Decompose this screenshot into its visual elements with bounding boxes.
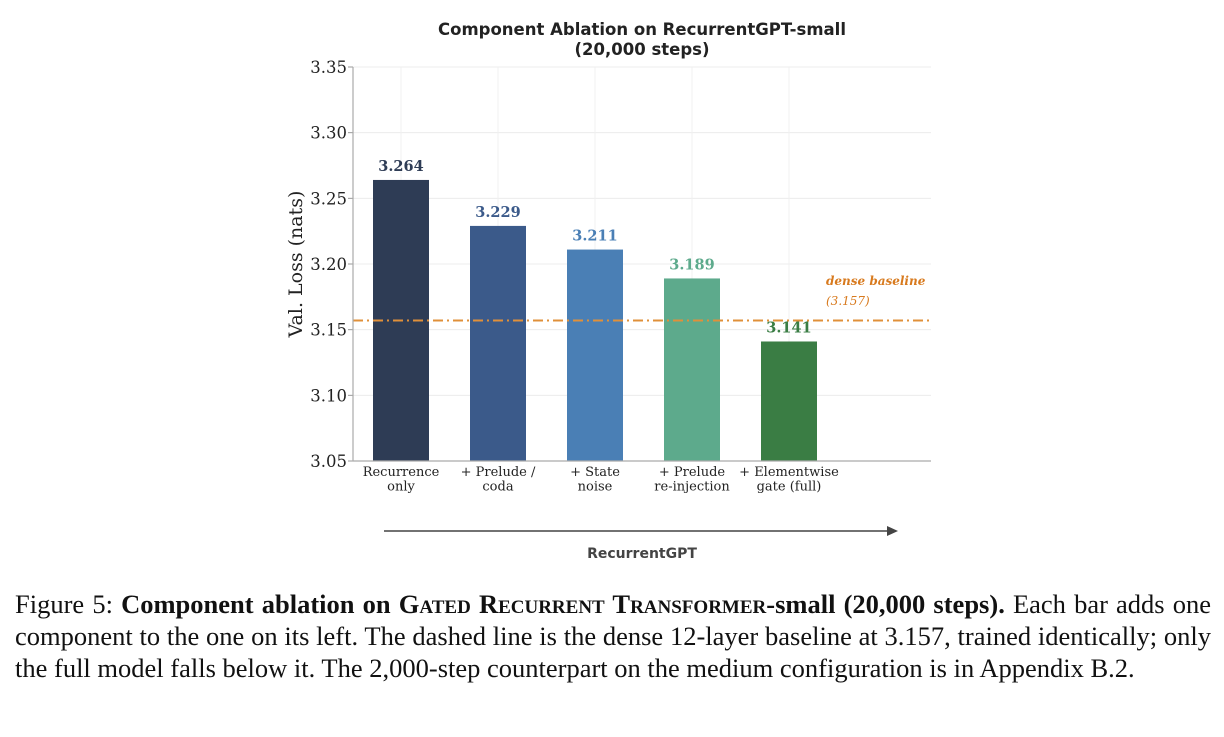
caption-title: Component ablation on Gated Recurrent Tr… [121, 589, 1005, 619]
x-tick-label: + Prelude / [461, 465, 536, 480]
x-axis-label: RecurrentGPT [587, 546, 697, 562]
figure-label: Figure 5: [15, 589, 113, 619]
x-direction-arrow-head [887, 526, 898, 536]
x-tick-label: + Elementwise [739, 465, 839, 480]
chart-title-line2: (20,000 steps) [574, 40, 709, 59]
bar-value-label: 3.211 [572, 228, 617, 245]
y-tick-label: 3.25 [310, 189, 347, 208]
x-tick-label: only [387, 480, 415, 495]
y-tick-label: 3.35 [310, 58, 347, 77]
bar-value-label: 3.264 [378, 158, 423, 175]
y-tick-label: 3.20 [310, 255, 347, 274]
x-tick-label: noise [578, 480, 613, 495]
x-tick-label: coda [482, 480, 513, 495]
x-tick-label: re-injection [654, 480, 730, 495]
y-tick-label: 3.15 [310, 321, 347, 340]
x-tick-label: + Prelude [659, 465, 726, 480]
bar [761, 341, 817, 461]
caption-body: Each bar adds one component to the one o… [15, 589, 1212, 683]
x-tick-label: Recurrence [363, 465, 440, 480]
baseline-value-label: (3.157) [826, 294, 870, 308]
figure-caption: Figure 5: Component ablation on Gated Re… [15, 588, 1211, 684]
y-tick-label: 3.05 [310, 452, 347, 471]
y-tick-label: 3.30 [310, 124, 347, 143]
x-tick-label: + State [570, 465, 620, 480]
axes: 3.05 3.10 3.15 3.20 3.25 3.30 3.35 Recurrenceon… [310, 58, 931, 495]
baseline: dense baseline (3.157) [353, 274, 931, 322]
bar-value-label: 3.141 [766, 319, 811, 336]
bar-value-label: 3.229 [475, 204, 520, 221]
y-tick-label: 3.10 [310, 386, 347, 405]
bar [664, 278, 720, 461]
x-tick-label: gate (full) [757, 480, 822, 495]
y-axis-label: Val. Loss (nats) [285, 191, 307, 339]
grid [353, 66, 931, 462]
chart: 3.264 3.229 3.211 3.189 3.141 dense baseline… [285, 20, 931, 562]
baseline-label: dense baseline [826, 274, 926, 288]
bar [567, 249, 623, 461]
bar-value-label: 3.189 [669, 256, 714, 273]
chart-title-line1: Component Ablation on RecurrentGPT-small [438, 20, 846, 39]
bar [470, 225, 526, 461]
